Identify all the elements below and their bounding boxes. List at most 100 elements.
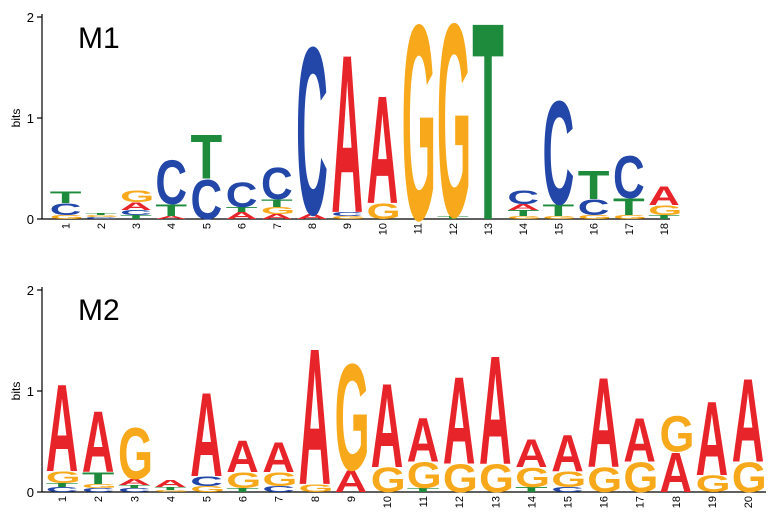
x-position-label-m1-7: 7 [272,223,284,229]
x-position-label-m2-20: 20 [743,496,755,508]
logo-letter-T-m1-pos5: T [191,123,223,193]
logo-letter-G-m2-pos19: G [696,470,731,497]
logo-letter-C-m2-pos15: C [551,486,583,494]
logo-letter-A-m2-pos10: A [371,360,403,494]
logo-letter-G-m1-pos14: G [507,215,541,220]
x-position-label-m1-9: 9 [342,223,354,229]
logo-letter-G-m2-pos1: G [46,468,81,487]
logo-letter-T-m2-pos2: T [82,469,115,488]
logo-letter-G-m1-pos1: G [50,214,84,220]
x-position-label-m1-4: 4 [166,223,178,229]
logo-letter-G-m2-pos18: G [660,407,695,463]
x-position-label-m1-5: 5 [201,223,213,229]
logo-letter-A-m1-pos8: A [296,213,328,221]
logo-letter-C-m1-pos16: C [578,195,610,220]
logo-letter-A-m1-pos14: A [507,202,539,212]
x-position-label-m1-18: 18 [659,223,671,235]
logo-letter-C-m1-pos5: C [191,168,223,232]
logo-letter-A-m2-pos11: A [407,404,439,476]
logo-letter-G-m2-pos20: G [732,454,767,501]
logo-letter-G-m2-pos14: G [515,461,550,493]
logo-letter-T-m1-pos17: T [613,193,645,220]
x-position-label-m1-1: 1 [61,223,73,229]
logo-letter-G-m1-pos7: G [261,205,295,216]
logo-letter-A-m1-pos3: A [120,200,152,213]
x-position-label-m2-5: 5 [201,496,213,502]
logo-letter-A-m2-pos7: A [262,434,294,481]
x-position-label-m1-3: 3 [131,223,143,229]
x-position-label-m2-19: 19 [707,496,719,508]
logo-letter-T-m2-pos11: T [407,487,440,493]
logo-letter-C-m2-pos3: C [118,487,150,493]
x-position-label-m2-8: 8 [310,496,322,502]
logo-letter-A-m2-pos20: A [732,355,764,487]
logo-letter-C-m1-pos7: C [261,159,293,209]
logo-letter-C-m1-pos15: C [543,71,575,236]
motif-title-m1: M1 [78,22,120,55]
logo-letter-G-m2-pos13: G [479,457,514,501]
logo-letter-T-m2-pos4: T [154,486,187,491]
x-position-label-m2-11: 11 [418,496,430,507]
x-position-label-m2-12: 12 [454,496,466,508]
logo-letter-C-m2-pos7: C [262,484,294,493]
logo-letter-A-m1-pos18: A [648,181,680,211]
x-position-label-m1-13: 13 [483,223,495,235]
logo-letter-T-m1-pos14: T [507,208,539,218]
logo-letter-G-m1-pos3: G [120,187,154,206]
y-tick-label-0-m2: 0 [27,485,34,500]
logo-letter-T-m1-pos16: T [578,162,610,208]
logo-letter-C-m1-pos8: C [296,0,328,265]
y-tick-label-2-m1: 2 [27,10,34,25]
logo-letter-C-m1-pos9: C [331,211,363,217]
logo-letter-G-m2-pos15: G [551,467,586,492]
logo-letter-C-m1-pos3: C [120,209,152,217]
logo-letter-C-m1-pos6: C [226,176,258,215]
x-position-label-m1-8: 8 [307,223,319,229]
x-position-label-m2-17: 17 [635,496,647,508]
logo-letter-G-m2-pos4: G [154,489,189,492]
logo-letter-A-m2-pos14: A [515,431,547,475]
x-position-label-m1-11: 11 [413,223,425,234]
x-position-label-m1-6: 6 [237,223,249,229]
x-position-label-m2-13: 13 [490,496,502,508]
logo-letter-C-m2-pos1: C [46,486,78,494]
logo-letter-T-m1-pos18: T [648,214,680,220]
logo-letter-G-m1-pos17: G [613,214,647,220]
x-position-label-m2-7: 7 [274,496,286,502]
logo-letter-T-m1-pos3: T [120,214,152,220]
x-position-label-m2-18: 18 [671,496,683,508]
logo-letter-A-m2-pos12: A [443,351,475,491]
logo-letter-G-m1-pos18: G [648,202,682,218]
logo-letter-T-m1-pos12: T [437,215,469,220]
y-tick-label-0-m1: 0 [27,212,34,227]
logo-letter-A-m1-pos7: A [261,213,293,221]
x-position-label-m1-16: 16 [589,223,601,235]
y-tick-label-2-m2: 2 [27,283,34,298]
logo-letter-A-m2-pos17: A [623,407,656,476]
x-position-label-m1-17: 17 [624,223,636,235]
logo-letter-A-m2-pos19: A [696,380,728,498]
logo-letter-T-m1-pos13: T [472,0,504,279]
logo-letter-G-m2-pos12: G [443,457,478,501]
logo-letter-C-m1-pos4: C [155,147,187,218]
logo-letter-A-m2-pos8: A [299,308,331,519]
x-position-label-m2-14: 14 [526,496,538,508]
x-position-label-m2-6: 6 [238,496,250,502]
x-position-label-m2-1: 1 [57,496,69,502]
x-position-labels-m1: 1 2 3 4 5 6 7 8 9 10 11 12 13 14 15 16 17 18 [61,223,671,235]
logo-letter-C-m1-pos17: C [613,144,645,212]
logo-letter-T-m2-pos14: T [515,486,548,494]
logo-letter-C-m1-pos2: C [85,216,117,219]
logo-letter-G-m2-pos3: G [118,413,153,495]
y-axis-label-m1: bits [9,109,23,128]
logo-letter-G-m1-pos2: G [85,214,119,217]
logo-letter-G-m2-pos10: G [371,460,406,500]
logo-letter-T-m2-pos6: T [226,487,259,493]
logo-letter-A-m2-pos5: A [190,369,222,503]
logo-letter-T-m1-pos4: T [155,201,187,220]
logo-letter-C-m2-pos2: C [82,487,114,493]
x-position-label-m2-4: 4 [165,496,177,502]
logo-letter-G-m2-pos5: G [190,484,225,493]
